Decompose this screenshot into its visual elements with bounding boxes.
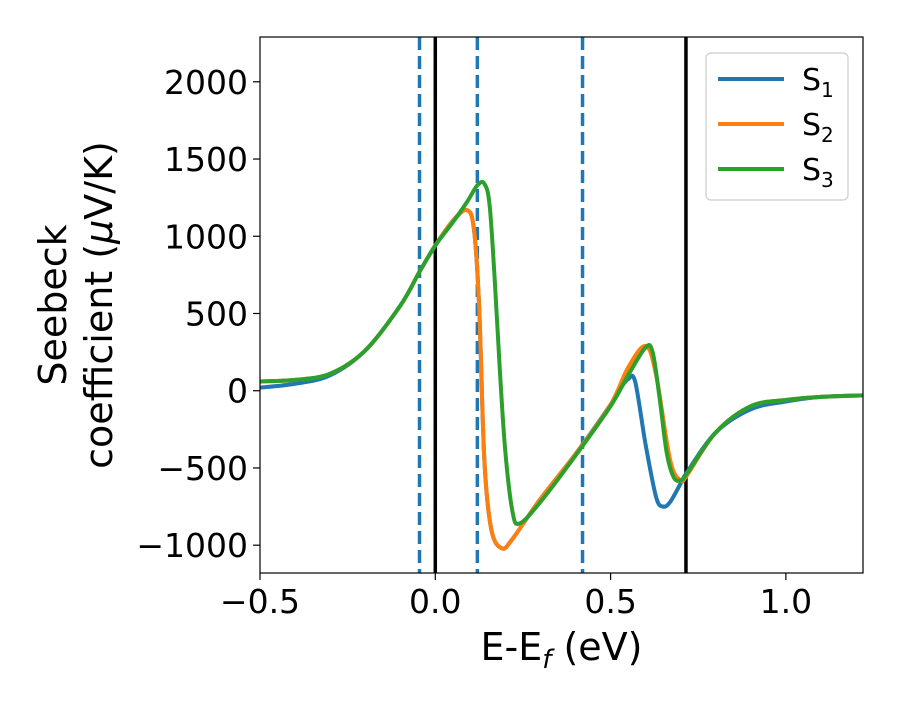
y-axis-ticks: −1000 −500 0 500 1000 1500 2000 <box>136 63 260 565</box>
series-lines <box>260 179 863 551</box>
y-axis-label-mu: μ <box>77 220 121 245</box>
legend-label-s3: S3 <box>802 153 834 192</box>
legend-entries: S1 S2 S3 <box>718 63 834 192</box>
reference-lines <box>417 37 688 573</box>
legend-box <box>705 52 849 201</box>
y-axis-label-line1: Seebeck <box>31 224 75 385</box>
y-axis-label-prefix: coefficient ( <box>77 244 121 469</box>
x-axis-label: E-Ef (eV) <box>481 625 643 675</box>
x-axis-label-unit: (eV) <box>551 625 642 669</box>
legend-label-s1: S1 <box>802 63 834 102</box>
plot-area-frame <box>259 36 864 574</box>
x-tick-label: −0.5 <box>220 582 300 621</box>
x-axis-ticks: −0.5 0.0 0.5 1.0 <box>220 573 812 621</box>
x-tick-label: 1.0 <box>760 582 812 621</box>
series-line-s2 <box>260 207 863 551</box>
legend: S1 S2 S3 <box>705 52 849 201</box>
y-tick-label: 1500 <box>164 140 248 179</box>
y-tick-label: 2000 <box>164 63 248 102</box>
y-axis-label-suffix: V/K) <box>77 141 121 220</box>
x-tick-label: 0.5 <box>584 582 636 621</box>
y-tick-label: −500 <box>157 449 248 488</box>
y-tick-label: −1000 <box>136 526 248 565</box>
x-axis-label-main: E-E <box>481 625 543 669</box>
y-axis-label-line2: coefficient (μV/K) <box>77 141 121 469</box>
y-tick-label: 0 <box>227 372 248 411</box>
legend-label-s2: S2 <box>802 108 834 147</box>
x-tick-label: 0.0 <box>409 582 461 621</box>
y-tick-label: 500 <box>185 294 248 333</box>
y-tick-label: 1000 <box>164 217 248 256</box>
series-line-s3 <box>260 179 863 526</box>
series-line-s1 <box>260 207 863 551</box>
